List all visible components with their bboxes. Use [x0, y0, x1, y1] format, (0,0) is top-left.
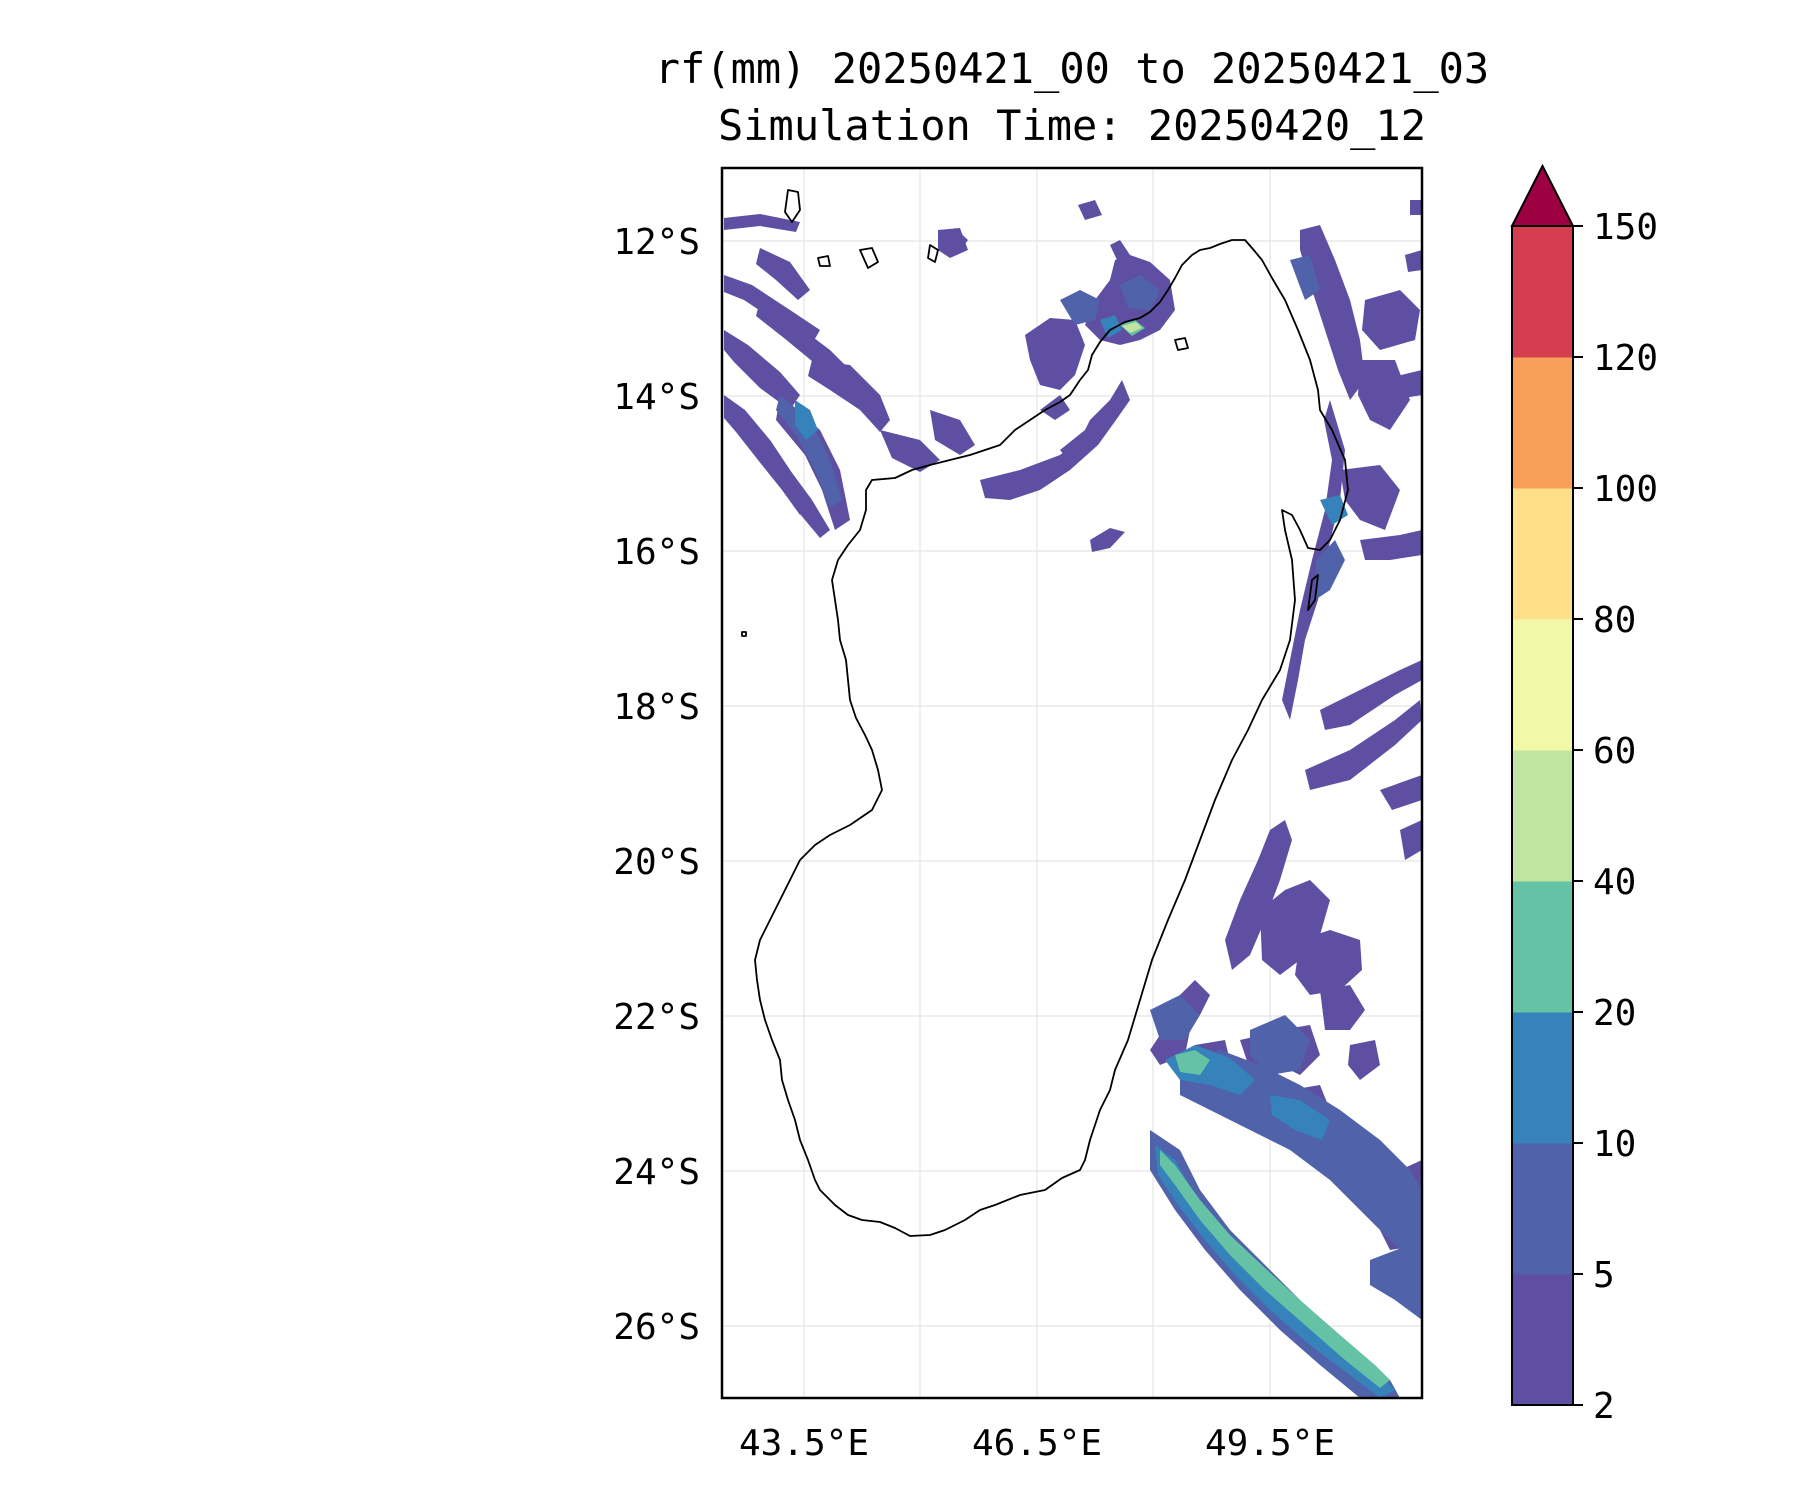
sainte-marie-island [1307, 574, 1319, 611]
lat-tick-label: 20°S [613, 842, 700, 883]
colorbar-tick-label: 150 [1593, 207, 1658, 248]
map-frame [720, 166, 1424, 1400]
colorbar-tick-label: 60 [1593, 731, 1636, 772]
lat-tick-label: 26°S [613, 1307, 700, 1348]
mayotte-island [927, 244, 939, 263]
lat-tick-label: 22°S [613, 997, 700, 1038]
comoros-island-1 [784, 189, 801, 223]
nosy-be-island [1174, 337, 1189, 351]
lon-tick-label: 43.5°E [739, 1423, 869, 1464]
colorbar-segment [1512, 357, 1573, 489]
lat-tick-label: 14°S [613, 377, 700, 418]
juan-de-nova-island [741, 631, 747, 637]
colorbar-tick-label: 2 [1593, 1386, 1615, 1427]
lon-tick-label: 46.5°E [972, 1423, 1102, 1464]
colorbar-tick-label: 5 [1593, 1255, 1615, 1296]
longitude-ticks: 43.5°E 46.5°E 49.5°E [739, 1423, 1335, 1464]
lat-tick-label: 18°S [613, 687, 700, 728]
latitude-ticks: 12°S 14°S 16°S 18°S 20°S 22°S 24°S 26°S [613, 222, 700, 1348]
colorbar-tick-label: 100 [1593, 469, 1658, 510]
colorbar-segment [1512, 1143, 1573, 1275]
colorbar-tick-label: 10 [1593, 1124, 1636, 1165]
lat-tick-label: 16°S [613, 532, 700, 573]
colorbar-outline [1511, 225, 1574, 1406]
colorbar-tick-label: 80 [1593, 600, 1636, 641]
rainfall-contours [724, 200, 1422, 1398]
comoros-island-2 [859, 247, 879, 269]
coastlines [741, 189, 1349, 1237]
lat-tick-label: 24°S [613, 1152, 700, 1193]
colorbar-tick-label: 40 [1593, 862, 1636, 903]
gridlines [722, 168, 1422, 1398]
lon-tick-label: 49.5°E [1205, 1423, 1335, 1464]
title-line-2: Simulation Time: 20250420_12 [718, 101, 1426, 150]
colorbar-extend-arrow [1510, 163, 1575, 227]
rain-band-5-10 [776, 255, 1422, 1398]
colorbar-segment [1512, 1012, 1573, 1144]
colorbar-segment [1512, 619, 1573, 751]
colorbar-segment [1512, 488, 1573, 620]
colorbar-tick-label: 120 [1593, 338, 1658, 379]
colorbar-segment [1512, 1274, 1573, 1406]
colorbar-segment [1512, 750, 1573, 882]
comoros-island-3 [817, 255, 831, 267]
colorbar-tick-label: 20 [1593, 993, 1636, 1034]
colorbar-segment [1512, 881, 1573, 1013]
map-area [720, 166, 1424, 1400]
madagascar-coastline [754, 239, 1349, 1237]
colorbar: 2 5 10 20 40 60 80 100 120 150 [1510, 163, 1658, 1427]
title-line-1: rf(mm) 20250421_00 to 20250421_03 [655, 44, 1489, 93]
colorbar-segment [1512, 226, 1573, 358]
lat-tick-label: 12°S [613, 222, 700, 263]
rain-band-40-60 [1122, 322, 1142, 333]
